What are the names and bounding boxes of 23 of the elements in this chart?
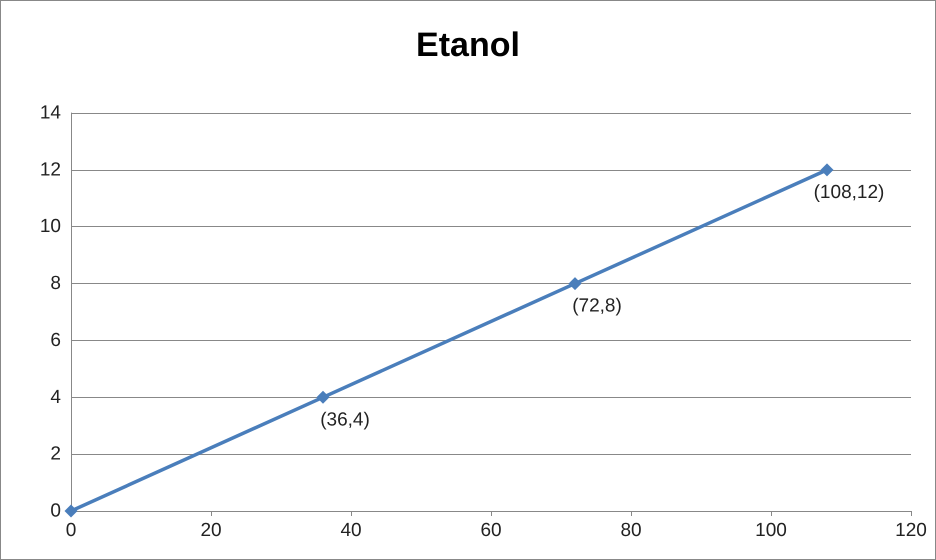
y-tick-label: 6	[50, 330, 61, 351]
y-tick-label: 2	[50, 444, 61, 465]
y-tick-label: 8	[50, 273, 61, 294]
annotation: (108,12)	[814, 182, 884, 203]
y-tick-label: 12	[40, 159, 61, 180]
x-tick-label: 20	[200, 520, 222, 541]
y-tick-label: 0	[50, 500, 61, 522]
y-tick-label: 4	[50, 386, 62, 408]
annotation: (72,8)	[572, 296, 622, 317]
x-tick-label: 100	[755, 520, 787, 541]
x-tick-label: 40	[340, 520, 362, 541]
x-tick-label: 120	[895, 520, 927, 541]
x-tick-label: 60	[480, 520, 502, 541]
point	[316, 390, 330, 404]
x-tick-label: 0	[66, 520, 76, 541]
point	[820, 163, 834, 176]
annotation: (36,4)	[320, 409, 370, 430]
y-tick-label: 10	[40, 216, 61, 238]
chart-title: Etanol	[416, 26, 520, 64]
point	[64, 504, 78, 518]
y-tick-label: 14	[40, 102, 62, 124]
point	[568, 277, 582, 290]
x-tick-label: 80	[620, 520, 642, 541]
